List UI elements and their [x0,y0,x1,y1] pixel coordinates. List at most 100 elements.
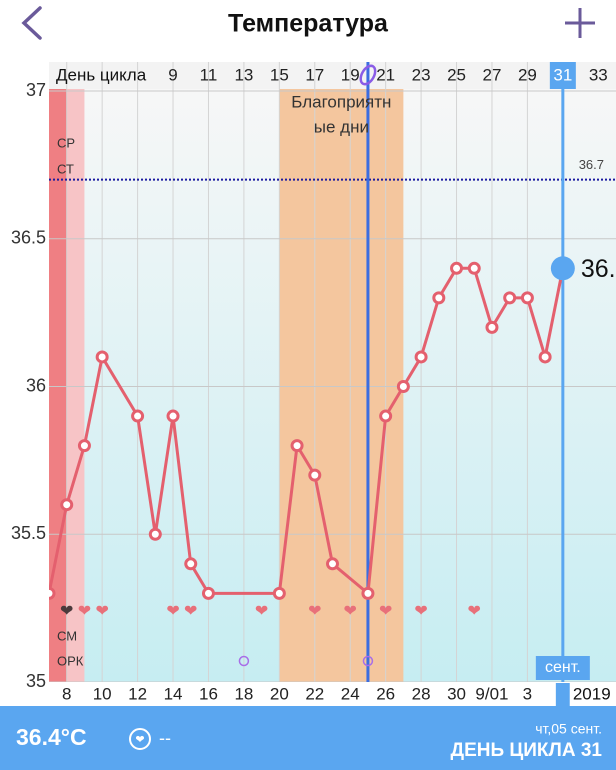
x-tick-label: 18 [234,684,253,703]
current-point [550,256,575,281]
heart: ❤ [60,603,73,620]
heart: ❤ [95,603,108,620]
point [201,586,215,600]
x2-tick-label: 21 [376,65,395,84]
heart: ❤ [308,603,321,620]
footer-cycle-day: ДЕНЬ ЦИКЛА 31 [451,740,603,761]
point [450,261,464,275]
test-marker [362,655,374,667]
month-box [535,656,590,680]
heart: ❤ [379,603,392,620]
point [379,409,393,423]
point [290,439,304,453]
plot: ❤❤❤❤❤❤❤❤❤❤❤36.4 [49,62,616,682]
footer-note: -- [159,728,171,748]
x2-tick-label: 19 [341,65,360,84]
y-tick-label: 36 [26,375,46,395]
add-button[interactable] [565,8,595,38]
x2-tick-label: 25 [447,65,466,84]
current-value-label: 36.4 [581,255,616,283]
y-tick-label: 35.5 [11,523,46,543]
x-tick-label: 24 [341,684,360,703]
x-tick-label: 28 [412,684,431,703]
heart: ❤ [468,603,481,620]
back-button[interactable] [21,6,42,40]
footer-bg [0,706,616,770]
current-date-box [555,683,570,706]
point [520,291,534,305]
x-tick-label: 30 [447,684,466,703]
row-label: СР [57,135,75,150]
point [432,291,446,305]
row-label: СМ [57,628,77,643]
x2-axis-label: День цикла [56,65,147,84]
band [279,89,404,682]
x-tick-label: 22 [305,684,324,703]
heart: ❤ [344,603,357,620]
point [184,557,198,571]
year-label: 2019 [573,684,611,703]
x-tick-label: 26 [376,684,395,703]
point [485,320,499,334]
heart: ❤ [166,603,179,620]
heart: ❤ [78,603,91,620]
heart: ❤ [255,603,268,620]
point [77,439,91,453]
x-tick-label: 8 [62,684,71,703]
point [396,380,410,393]
point [308,468,322,482]
point [361,586,375,600]
point [131,409,145,423]
heart: ❤ [184,603,197,620]
footer-date: чт,05 сент. [535,721,602,737]
header-bg [0,0,616,62]
row-label: ОРК [57,653,84,668]
test-marker [238,655,250,667]
point [166,409,180,423]
x2-tick-label: 11 [200,65,218,84]
point [272,586,286,600]
x2-tick-label: 33 [589,65,608,84]
point [326,557,339,571]
y-tick-label: 37 [26,80,46,100]
row-label: СТ [57,161,74,176]
title: Температура [228,10,389,38]
ovulation-marker [359,64,377,86]
month-label: сент. [545,659,581,676]
x2-tick-label: 13 [234,65,253,84]
x-tick-label: 9/01 [475,684,508,703]
heart: ❤ [414,603,427,620]
point [60,498,74,512]
x2-tick-label: 31 [553,65,572,84]
point [49,586,56,600]
x-tick-label: 14 [164,684,183,703]
top-axis-bg [49,62,616,89]
y-tick-label: 36.5 [11,228,46,248]
band-label: ые дни [314,117,369,136]
x2-tick-label: 17 [305,65,324,84]
point [95,350,109,364]
point [414,350,428,364]
point [148,527,162,541]
x2-tick-label: 9 [168,65,177,84]
band-label: Благоприятн [291,92,391,111]
x-tick-label: 10 [93,684,112,703]
heart-icon[interactable] [129,728,151,750]
x-tick-label: 3 [523,684,532,703]
point [503,291,517,305]
x-tick-label: 16 [199,684,218,703]
x2-tick-label: 29 [518,65,537,84]
x-tick-label: 12 [128,684,147,703]
point [467,261,481,275]
x2-tick-label: 23 [412,65,431,84]
year-box [569,683,616,706]
heart-icon-glyph: ❤ [135,734,144,746]
y-tick-label: 35 [26,671,46,691]
overlay: Благоприятн ые дни 8 10 12 14 16 18 20 22 24 26 28 30… [11,62,616,706]
footer-temperature: 36.4°C [16,724,87,750]
point [538,350,552,364]
x2-tick-label: 15 [270,65,289,84]
band [66,89,85,682]
